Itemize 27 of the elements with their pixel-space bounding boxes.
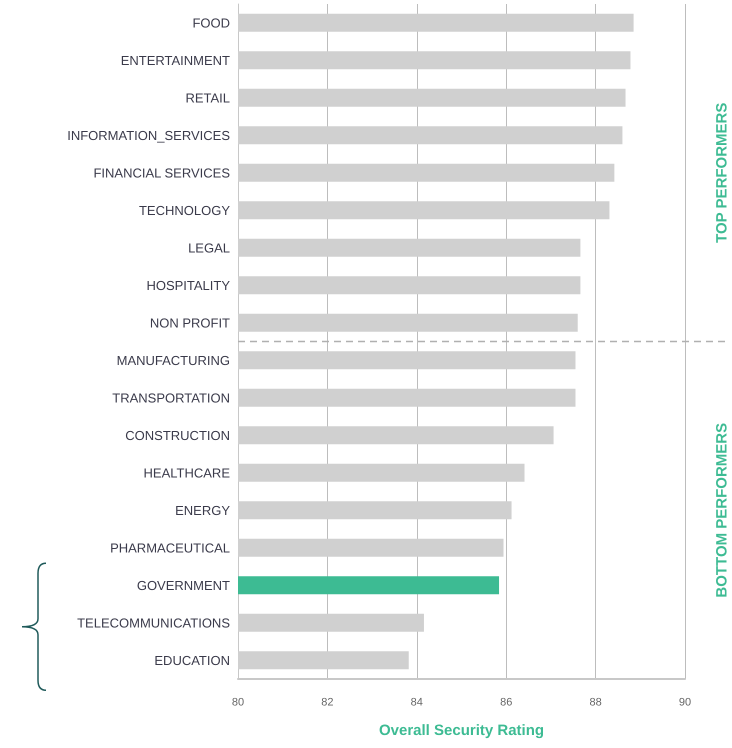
y-tick-label: HEALTHCARE — [144, 465, 230, 480]
y-tick-label: TELECOMMUNICATIONS — [77, 615, 230, 630]
y-tick-label: NON PROFIT — [150, 315, 230, 330]
x-tick-label: 80 — [232, 696, 244, 708]
x-tick-label: 86 — [500, 696, 512, 708]
x-axis-title: Overall Security Rating — [378, 722, 544, 739]
x-tick-label: 88 — [589, 696, 602, 708]
y-tick-label: MANUFACTURING — [116, 352, 230, 368]
y-tick-label: ENERGY — [175, 502, 230, 518]
y-tick-label: HOSPITALITY — [146, 278, 230, 293]
y-tick-label: INFORMATION_SERVICES — [67, 128, 230, 143]
x-tick-label: 90 — [678, 696, 692, 708]
y-tick-label: CONSTRUCTION — [125, 428, 230, 443]
text: BOTTOM PERFORMERS — [714, 422, 730, 598]
text: TOP PERFORMERS — [714, 102, 730, 243]
y-tick-label: FOOD — [192, 15, 230, 30]
y-tick-label: EDUCATION — [154, 652, 230, 668]
y-tick-label: TECHNOLOGY — [138, 202, 230, 218]
y-tick-label: PHARMACEUTICAL — [110, 540, 230, 556]
x-tick-label: 84 — [410, 696, 423, 708]
y-tick-label: ENTERTAINMENT — [120, 52, 230, 68]
x-tick-label: 82 — [321, 696, 334, 708]
y-tick-label: LEGAL — [188, 240, 230, 256]
y-tick-label: RETAIL — [185, 90, 230, 106]
y-tick-label: TRANSPORTATION — [112, 390, 230, 406]
y-tick-label: GOVERNMENT — [136, 578, 230, 593]
y-tick-label: FINANCIAL SERVICES — [93, 165, 230, 180]
